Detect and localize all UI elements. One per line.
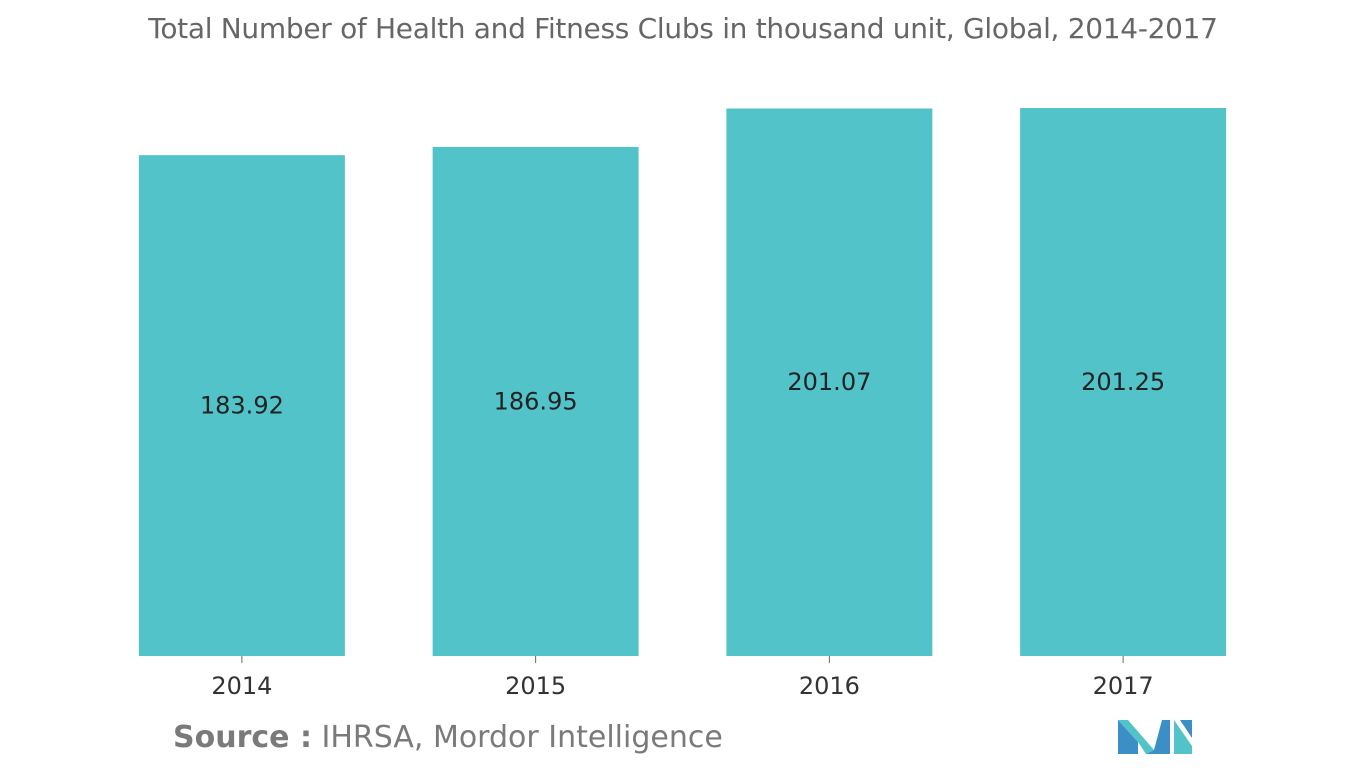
bar-value-label-2017: 201.25 [1081, 368, 1165, 396]
bar-2015 [432, 146, 639, 656]
bar-labels-group: 183.92 186.95 201.07 201.25 [200, 368, 1165, 420]
bar-value-label-2016: 201.07 [787, 368, 871, 396]
x-axis: 2014 2015 2016 2017 [211, 656, 1154, 700]
chart-title: Total Number of Health and Fitness Clubs… [148, 12, 1218, 45]
source-text: IHRSA, Mordor Intelligence [321, 720, 723, 755]
x-tick-label-2014: 2014 [211, 672, 272, 700]
source-note: Source : IHRSA, Mordor Intelligence [173, 720, 723, 755]
x-tick-label-2016: 2016 [799, 672, 860, 700]
source-label: Source : [173, 720, 312, 755]
bar-2016 [726, 108, 933, 657]
bar-value-label-2015: 186.95 [494, 387, 578, 415]
x-tick-label-2017: 2017 [1093, 672, 1154, 700]
bar-2014 [138, 155, 345, 656]
bar-value-label-2014: 183.92 [200, 392, 284, 420]
mordor-intelligence-logo-icon [1118, 720, 1192, 754]
x-tick-label-2015: 2015 [505, 672, 566, 700]
bar-2017 [1020, 108, 1227, 656]
bars-group [138, 108, 1227, 657]
